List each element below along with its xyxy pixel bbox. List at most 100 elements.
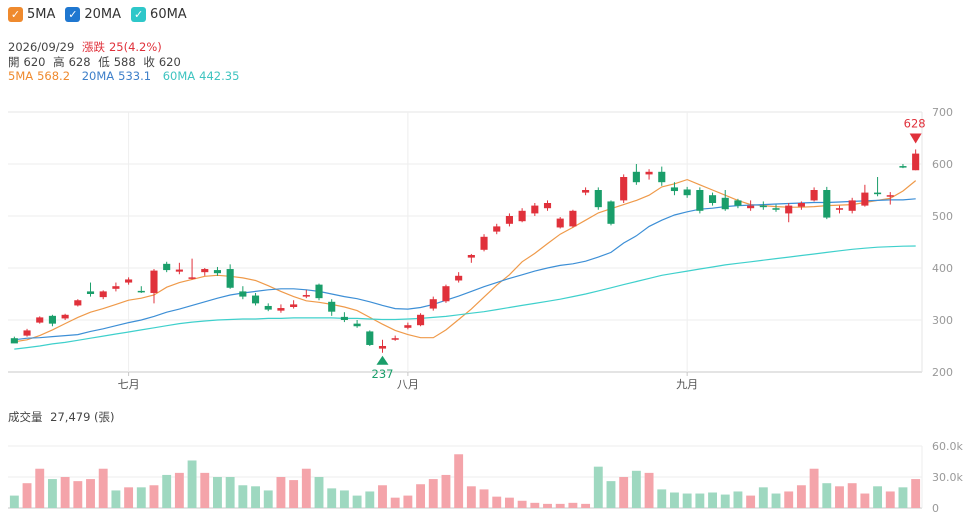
candlestick xyxy=(36,316,44,324)
candlestick xyxy=(48,314,56,327)
candle-body xyxy=(239,291,247,297)
candlestick xyxy=(213,266,222,276)
candle-body xyxy=(417,314,425,326)
candlestick xyxy=(442,284,450,303)
info-low-label: 低 xyxy=(98,55,110,69)
candlestick xyxy=(277,304,285,313)
candle-body xyxy=(163,263,171,271)
volume-bar xyxy=(644,472,654,508)
candle-body xyxy=(353,323,361,327)
info-row-ma: 5MA 568.2 20MA 533.1 60MA 442.35 xyxy=(8,69,243,83)
candle-body xyxy=(36,317,44,323)
volume-bar xyxy=(784,491,794,508)
volume-bar xyxy=(276,477,286,508)
volume-bar xyxy=(911,479,921,508)
legend-item-20ma[interactable]: ✓ 20MA xyxy=(65,7,121,22)
volume-bar xyxy=(213,477,222,508)
candlestick xyxy=(632,164,640,185)
candle-body xyxy=(112,286,120,289)
candlestick xyxy=(137,286,145,293)
volume-bar xyxy=(466,486,476,508)
volume-value: 27,479 (張) xyxy=(50,410,115,424)
candle-body xyxy=(734,200,742,206)
candle-body xyxy=(899,166,907,168)
info-open-label: 開 xyxy=(8,55,20,69)
volume-axis-tick: 60.0k xyxy=(932,440,963,453)
candlestick xyxy=(620,174,628,203)
volume-bar xyxy=(365,491,375,508)
candle-body xyxy=(277,308,285,311)
candle-body xyxy=(251,295,260,304)
volume-bar xyxy=(86,479,95,508)
info-change-label: 漲跌 xyxy=(81,40,105,54)
info-close-label: 收 xyxy=(143,55,155,69)
candlestick xyxy=(721,190,729,211)
volume-bar xyxy=(733,491,743,508)
volume-bar xyxy=(568,502,578,508)
volume-bar xyxy=(174,472,184,508)
checkbox-20ma-icon[interactable]: ✓ xyxy=(65,7,81,22)
volume-bar xyxy=(162,474,172,508)
volume-bar xyxy=(670,492,679,508)
volume-bar xyxy=(200,472,210,508)
price-axis-tick: 500 xyxy=(932,210,953,223)
candlestick xyxy=(759,201,767,210)
candle-body xyxy=(518,210,526,222)
candlestick xyxy=(391,335,399,341)
volume-bar xyxy=(263,490,273,508)
candle-body xyxy=(340,316,348,320)
candle-body xyxy=(74,300,82,306)
volume-bar xyxy=(339,490,349,508)
candle-body xyxy=(429,299,437,309)
candlestick xyxy=(188,258,196,280)
candlestick xyxy=(823,186,831,220)
legend-label-20ma: 20MA xyxy=(84,7,122,22)
candlestick xyxy=(429,296,437,311)
candle-body xyxy=(785,205,793,214)
candlestick xyxy=(874,177,882,197)
legend-item-5ma[interactable]: ✓ 5MA xyxy=(8,7,55,22)
info-date: 2026/09/29 xyxy=(8,40,75,54)
volume-bar xyxy=(47,479,57,508)
candlestick xyxy=(772,204,780,212)
candlestick xyxy=(569,209,577,228)
candle-body xyxy=(683,189,691,196)
candle-body xyxy=(582,190,590,193)
info-ma60: 442.35 xyxy=(199,69,240,83)
candlestick xyxy=(340,312,348,323)
candlestick xyxy=(531,203,539,216)
volume-bar xyxy=(758,487,768,508)
volume-bar xyxy=(73,481,83,508)
candle-body xyxy=(480,236,488,250)
volume-bar xyxy=(187,460,197,508)
month-axis-label: 九月 xyxy=(676,378,698,391)
candlestick xyxy=(74,299,82,307)
candlestick xyxy=(112,282,120,292)
candle-body xyxy=(620,177,628,201)
candlestick xyxy=(708,192,717,206)
candle-body xyxy=(86,291,95,294)
candle-body xyxy=(823,190,831,218)
candlestick xyxy=(315,283,323,301)
candlestick xyxy=(86,282,95,297)
volume-bar xyxy=(606,481,616,508)
volume-bar xyxy=(822,483,832,508)
candle-body xyxy=(315,284,323,299)
candle-body xyxy=(505,216,513,224)
month-axis-label: 八月 xyxy=(397,378,419,391)
candlestick xyxy=(61,313,69,320)
volume-bar xyxy=(835,486,844,508)
candle-body xyxy=(201,269,209,273)
legend-item-60ma[interactable]: ✓ 60MA xyxy=(131,7,187,22)
candlestick xyxy=(594,187,602,210)
candle-body xyxy=(290,304,298,307)
candlestick xyxy=(404,322,412,330)
volume-bar xyxy=(708,492,717,508)
checkbox-5ma-icon[interactable]: ✓ xyxy=(8,7,23,22)
candlestick xyxy=(543,200,552,211)
candlestick xyxy=(582,187,590,196)
checkbox-60ma-icon[interactable]: ✓ xyxy=(131,7,147,22)
min-price-marker-icon xyxy=(376,355,389,365)
candle-body xyxy=(467,255,475,258)
candlestick xyxy=(493,223,501,235)
